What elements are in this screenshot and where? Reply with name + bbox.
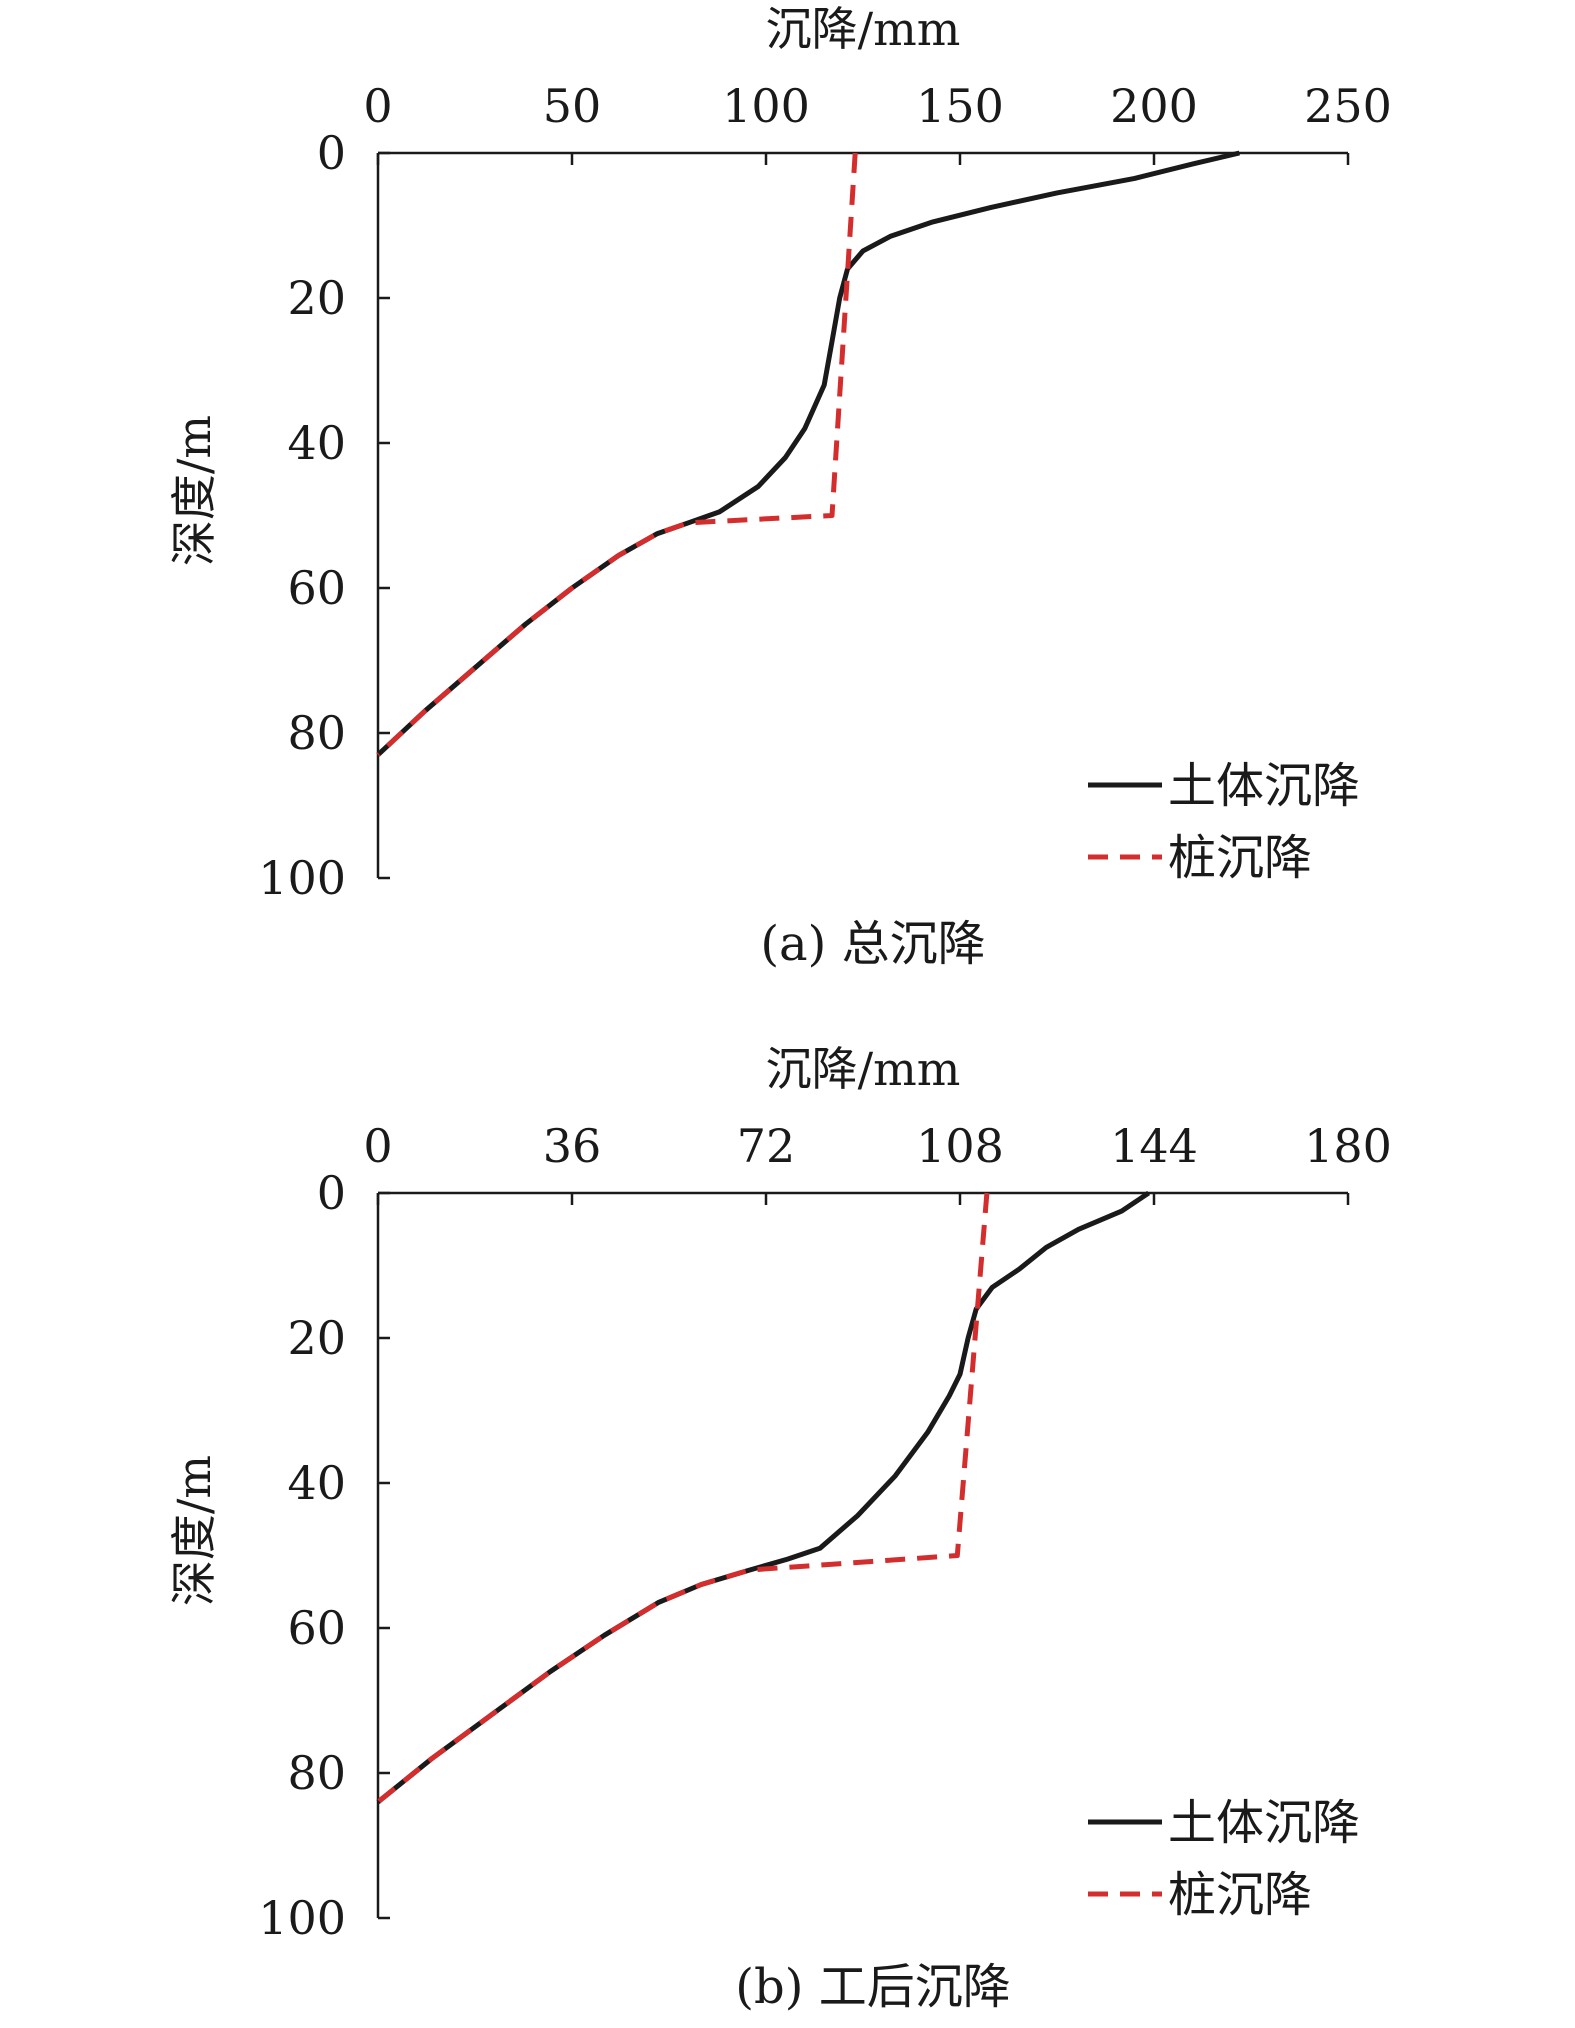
series-line-soil-settlement (376, 150, 1240, 757)
x-tick-label: 72 (737, 1119, 796, 1173)
x-tick-label: 0 (363, 1119, 392, 1173)
legend-label: 土体沉降 (1168, 758, 1360, 814)
y-tick-label: 60 (287, 561, 346, 615)
x-axis-label: 沉降/mm (766, 1042, 961, 1096)
x-tick-label: 250 (1304, 79, 1392, 133)
chart-caption: (a) 总沉降 (760, 916, 985, 972)
y-tick-label: 80 (287, 706, 346, 760)
chart-caption: (b) 工后沉降 (735, 1959, 1010, 2015)
y-tick-label: 60 (287, 1601, 346, 1655)
y-tick-label: 100 (258, 1891, 346, 1945)
x-tick-label: 100 (722, 79, 810, 133)
legend-label: 土体沉降 (1168, 1795, 1360, 1851)
y-tick-label: 100 (258, 851, 346, 905)
y-tick-label: 20 (287, 271, 346, 325)
series-line-pile-settlement (376, 1192, 990, 1804)
y-tick-label: 80 (287, 1746, 346, 1800)
y-tick-label: 40 (287, 1456, 346, 1510)
x-tick-label: 144 (1110, 1119, 1198, 1173)
legend-label: 桩沉降 (1168, 830, 1312, 886)
y-tick-label: 20 (287, 1311, 346, 1365)
x-tick-label: 0 (363, 79, 392, 133)
x-tick-label: 50 (543, 79, 602, 133)
y-tick-label: 0 (317, 126, 346, 180)
x-tick-label: 200 (1110, 79, 1198, 133)
y-axis-label: 深度/m (167, 415, 221, 566)
legend-label: 桩沉降 (1168, 1867, 1312, 1923)
x-tick-label: 108 (916, 1119, 1004, 1173)
x-axis-label: 沉降/mm (766, 2, 961, 56)
chart-total-settlement: 0 50 100 150 200 250 0 20 40 60 80 100 沉降/mm 深度/m 土体沉降… (167, 2, 1392, 972)
x-tick-label: 36 (543, 1119, 602, 1173)
y-axis-label: 深度/m (167, 1455, 221, 1606)
y-tick-label: 0 (317, 1166, 346, 1220)
y-tick-label: 40 (287, 416, 346, 470)
x-tick-label: 150 (916, 79, 1004, 133)
series-line-pile-settlement (376, 152, 858, 757)
x-tick-label: 180 (1304, 1119, 1392, 1173)
chart-post-construction-settlement: 0 36 72 108 144 180 0 20 40 60 80 100 沉降/mm 深度/m 土体沉降桩… (167, 1042, 1392, 2015)
